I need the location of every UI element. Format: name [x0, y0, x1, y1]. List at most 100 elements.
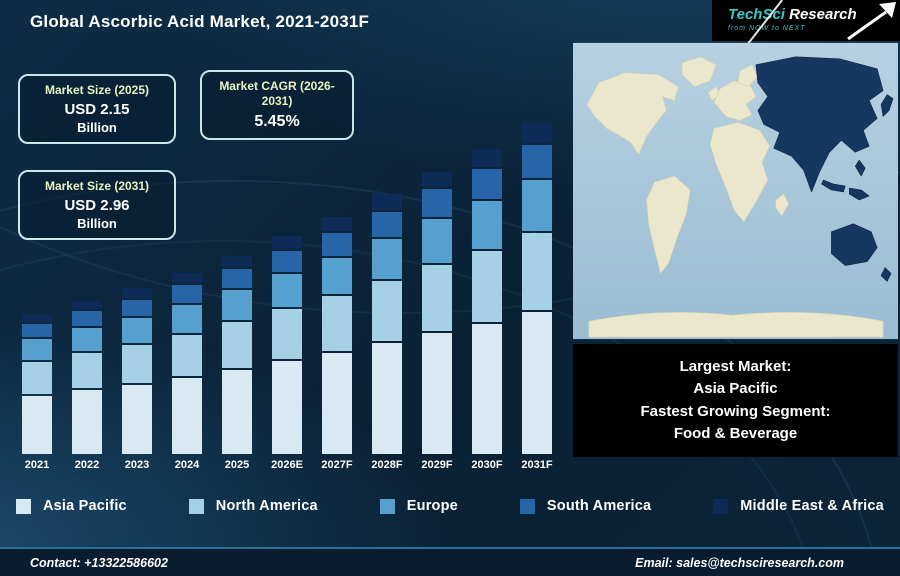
bar-segment [372, 281, 402, 341]
bar-stack [372, 194, 402, 454]
bar-column [362, 194, 412, 454]
bar-segment [222, 269, 252, 288]
bar-segment [522, 233, 552, 310]
bar-stack [472, 149, 502, 454]
bar-segment [72, 353, 102, 388]
stacked-bar-chart: 2021 2022 2023 2024 2025 2026E 2027F 2028F 2029F… [8, 116, 566, 472]
largest-market-value: Asia Pacific [693, 380, 778, 397]
bar-segment [22, 324, 52, 337]
fastest-segment-value: Food & Beverage [673, 425, 798, 442]
footer-bar: Contact: +13322586602 Email: sales@techs… [0, 547, 900, 576]
bar-segment [222, 322, 252, 368]
x-axis-label: 2025 [224, 459, 250, 471]
bar-segment [522, 312, 552, 454]
map-indonesia [849, 187, 870, 201]
map-antarctica [588, 312, 884, 338]
bar-segment [472, 324, 502, 454]
legend-label: North America [215, 498, 318, 514]
page-title: Global Ascorbic Acid Market, 2021-2031F [30, 12, 370, 31]
bar-segment [272, 236, 302, 249]
x-axis-label: 2030F [471, 459, 503, 471]
bar-segment [22, 396, 52, 454]
bar-segment [72, 311, 102, 326]
bar-segment [222, 256, 252, 267]
bar-stack [272, 236, 302, 454]
bar-segment [272, 274, 302, 307]
legend-swatch [188, 498, 204, 514]
bar-segment [172, 335, 202, 376]
legend-item: Asia Pacific [16, 498, 127, 514]
bar-segment [422, 333, 452, 454]
card-unit: Billion [77, 120, 117, 135]
x-axis-label: 2023 [124, 459, 150, 471]
bar-segment [422, 219, 452, 263]
bar-segment [222, 290, 252, 320]
bar-segment [122, 385, 152, 454]
map-australia [831, 223, 878, 266]
bar-column [212, 256, 262, 454]
bar-segment [122, 318, 152, 343]
legend-item: South America [519, 498, 652, 514]
map-africa [709, 122, 771, 223]
bar-segment [272, 361, 302, 454]
bar-segment [422, 265, 452, 331]
bar-segment [322, 258, 352, 294]
map-south-america [646, 175, 691, 274]
card-value: 5.45% [254, 113, 300, 130]
map-highlighted-land [755, 56, 894, 282]
legend-item: Europe [379, 498, 458, 514]
x-axis-label: 2022 [74, 459, 100, 471]
world-map [573, 42, 898, 340]
bar-segment [122, 288, 152, 298]
map-japan [880, 94, 894, 117]
logo-brand-secondary: Research [784, 6, 857, 23]
bar-segment [222, 370, 252, 454]
bar-stack [222, 256, 252, 454]
bar-segment [522, 123, 552, 143]
map-southeast-asia [821, 179, 846, 193]
bar-column [412, 172, 462, 454]
bar-segment [372, 343, 402, 454]
bar-segment [22, 339, 52, 360]
card-label: Market Size (2031) [44, 179, 150, 193]
bar-stack [72, 301, 102, 454]
bar-segment [22, 314, 52, 322]
bar-segment [522, 180, 552, 231]
card-value: USD 2.15 [64, 101, 130, 118]
market-size-2025-card: Market Size (2025) USD 2.15 Billion [18, 74, 176, 144]
market-cagr-card: Market CAGR (2026-2031) 5.45% [200, 70, 354, 140]
bar-column [162, 273, 212, 454]
map-europe [713, 80, 757, 121]
footer-contact: Contact: +13322586602 [30, 555, 168, 570]
card-value: USD 2.96 [64, 197, 130, 214]
largest-market-callout: Largest Market: Asia Pacific Fastest Gro… [573, 344, 898, 457]
card-label: Market CAGR (2026-2031) [219, 79, 335, 108]
bar-stack [22, 314, 52, 454]
card-label: Market Size (2025) [44, 83, 150, 97]
legend-swatch [713, 498, 729, 514]
bar-chart-x-axis: 2021 2022 2023 2024 2025 2026E 2027F 2028F 2029F… [8, 459, 566, 471]
bar-column [62, 301, 112, 454]
legend-item: Middle East & Africa [713, 498, 884, 514]
legend-label: South America [546, 498, 652, 514]
map-new-zealand [880, 267, 892, 282]
bar-segment [322, 296, 352, 351]
legend-swatch [379, 498, 395, 514]
bar-segment [322, 353, 352, 454]
bar-column [262, 236, 312, 454]
legend-item: North America [188, 498, 318, 514]
x-axis-label: 2024 [174, 459, 200, 471]
bar-segment [172, 273, 202, 283]
map-asia [755, 56, 884, 193]
bar-column [312, 217, 362, 454]
bar-column [512, 123, 562, 454]
x-axis-label: 2028F [371, 459, 403, 471]
card-unit: Billion [77, 216, 117, 231]
bar-column [112, 288, 162, 454]
bar-segment [472, 169, 502, 199]
bar-segment [322, 217, 352, 231]
x-axis-label: 2029F [421, 459, 453, 471]
bar-segment [122, 300, 152, 316]
fastest-segment-label: Fastest Growing Segment: [640, 402, 831, 420]
